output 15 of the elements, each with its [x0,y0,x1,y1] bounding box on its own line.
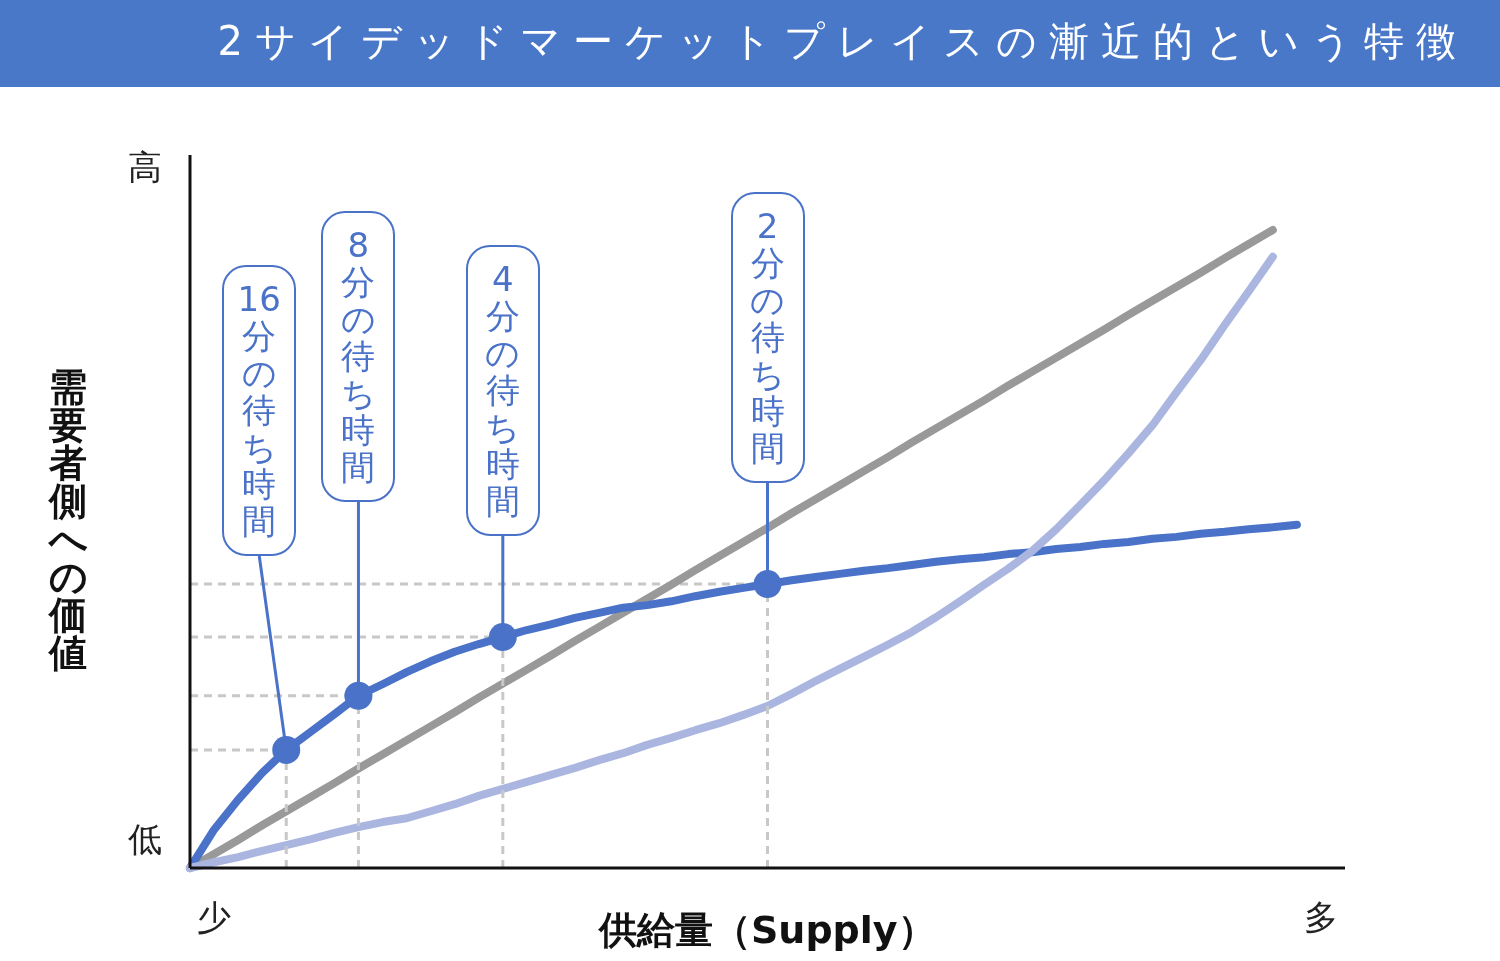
text: 高 [128,146,162,189]
y-axis-title: 需要者側への価値 [47,364,89,675]
x-tick-label: 少 [197,896,232,939]
point [272,735,301,764]
text: 低 [128,818,162,861]
point [753,570,782,599]
annotation: 2分の待ち時間 [749,206,786,468]
x-tick-label: 多 [1303,896,1338,939]
annotation: 4分の待ち時間 [484,259,522,521]
annotation: 8分の待ち時間 [339,225,377,487]
x-axis-title: 供給量（Supply） [599,907,936,954]
chart-title: 2サイデッドマーケットプレイスの漸近的という特徴 [217,17,1468,66]
point [344,681,373,710]
annotation: 16分の待ち時間 [236,279,282,541]
point [488,623,517,652]
